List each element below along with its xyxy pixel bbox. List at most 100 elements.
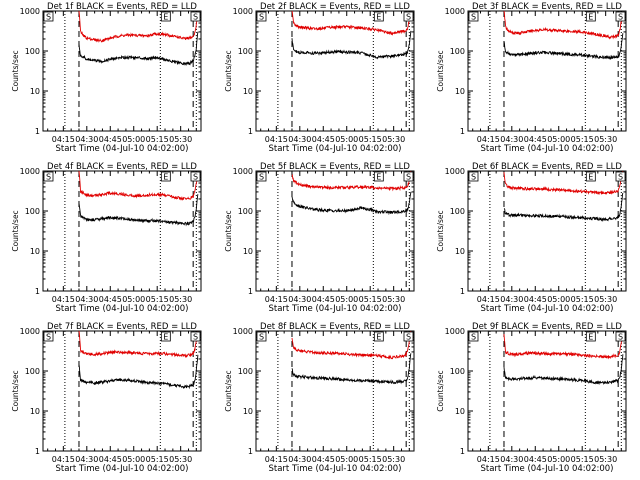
x-tick-label: 05:00 bbox=[122, 135, 145, 144]
x-tick-label: 05:30 bbox=[382, 455, 405, 464]
series-line bbox=[78, 10, 199, 43]
y-tick-label: 100 bbox=[25, 367, 40, 376]
marker-letter: S bbox=[618, 13, 623, 22]
x-tick-label: 04:15 bbox=[265, 135, 288, 144]
chart-panel: Det 7f BLACK = Events, RED = LLD 1 10 100 10… bbox=[11, 322, 202, 474]
marker-mid: E bbox=[585, 331, 596, 342]
x-tick-label: 05:30 bbox=[594, 295, 617, 304]
y-tick-label: 1 bbox=[35, 127, 40, 136]
marker-box bbox=[585, 331, 596, 342]
x-tick-label: 04:45 bbox=[524, 455, 547, 464]
chart-title: Det 6f BLACK = Events, RED = LLD bbox=[472, 162, 622, 172]
y-tick-label: 100 bbox=[238, 47, 253, 56]
y-tick-label: 100 bbox=[238, 207, 253, 216]
marker-mid: E bbox=[160, 11, 171, 22]
x-tick-label: 04:15 bbox=[265, 295, 288, 304]
x-axis-label: Start Time (04-Jul-10 04:02:00) bbox=[56, 464, 189, 474]
chart-title: Det 7f BLACK = Events, RED = LLD bbox=[47, 322, 197, 332]
marker-box bbox=[403, 11, 414, 22]
marker-letter: E bbox=[376, 333, 381, 342]
y-tick-label: 10 bbox=[243, 247, 253, 256]
marker-mid: E bbox=[373, 331, 384, 342]
x-tick-label: 04:45 bbox=[312, 455, 335, 464]
x-tick-label: 04:45 bbox=[99, 455, 122, 464]
series-line bbox=[291, 170, 412, 192]
series-line bbox=[78, 330, 199, 358]
x-tick-label: 05:30 bbox=[382, 135, 405, 144]
chart-title: Det 3f BLACK = Events, RED = LLD bbox=[472, 2, 622, 12]
series-line bbox=[78, 354, 199, 390]
x-tick-label: 04:30 bbox=[288, 135, 311, 144]
series-line bbox=[503, 10, 624, 40]
plot-frame bbox=[467, 10, 627, 132]
marker-box bbox=[373, 171, 384, 182]
x-tick-label: 05:15 bbox=[359, 455, 382, 464]
y-tick-label: 1 bbox=[35, 287, 40, 296]
marker-box bbox=[403, 331, 414, 342]
marker-left: S bbox=[468, 171, 479, 182]
marker-box bbox=[160, 171, 171, 182]
marker-letter: E bbox=[376, 173, 381, 182]
marker-right: S bbox=[615, 171, 626, 182]
x-axis-label: Start Time (04-Jul-10 04:02:00) bbox=[56, 304, 189, 314]
plot-frame bbox=[255, 170, 415, 292]
y-axis-label: Counts/sec bbox=[224, 370, 233, 411]
x-tick-label: 04:30 bbox=[500, 135, 523, 144]
x-tick-label: 05:15 bbox=[146, 455, 169, 464]
y-tick-label: 1000 bbox=[20, 167, 40, 176]
x-tick-label: 05:30 bbox=[169, 135, 192, 144]
marker-letter: S bbox=[406, 173, 411, 182]
marker-box bbox=[468, 171, 479, 182]
y-tick-label: 1 bbox=[248, 447, 253, 456]
x-tick-label: 04:30 bbox=[500, 295, 523, 304]
x-tick-label: 05:30 bbox=[169, 455, 192, 464]
marker-box bbox=[256, 331, 267, 342]
chart-panel: Det 5f BLACK = Events, RED = LLD 1 10 100 10… bbox=[224, 162, 415, 314]
marker-left: S bbox=[256, 171, 267, 182]
x-tick-label: 04:15 bbox=[477, 135, 500, 144]
chart-panel: Det 9f BLACK = Events, RED = LLD 1 10 100 10… bbox=[436, 322, 627, 474]
x-tick-label: 04:30 bbox=[500, 455, 523, 464]
marker-letter: S bbox=[471, 333, 476, 342]
marker-letter: E bbox=[376, 13, 381, 22]
x-axis-label: Start Time (04-Jul-10 04:02:00) bbox=[56, 144, 189, 154]
marker-box bbox=[190, 11, 201, 22]
series-line bbox=[78, 170, 199, 201]
marker-letter: S bbox=[406, 13, 411, 22]
series-line bbox=[291, 353, 412, 385]
y-axis-label: Counts/sec bbox=[11, 370, 20, 411]
plot-frame bbox=[467, 170, 627, 292]
marker-box bbox=[43, 331, 54, 342]
y-tick-label: 1000 bbox=[20, 327, 40, 336]
marker-letter: S bbox=[46, 13, 51, 22]
x-tick-label: 04:30 bbox=[75, 135, 98, 144]
y-tick-label: 100 bbox=[450, 207, 465, 216]
chart-panel: Det 4f BLACK = Events, RED = LLD 1 10 100 10… bbox=[11, 162, 202, 314]
x-tick-label: 05:15 bbox=[146, 135, 169, 144]
x-tick-label: 04:45 bbox=[99, 295, 122, 304]
series-line bbox=[291, 30, 412, 60]
y-axis-label: Counts/sec bbox=[436, 50, 445, 91]
x-tick-label: 05:00 bbox=[547, 295, 570, 304]
marker-letter: S bbox=[406, 333, 411, 342]
chart-panel: Det 2f BLACK = Events, RED = LLD 1 10 100 10… bbox=[224, 2, 415, 154]
x-tick-label: 05:15 bbox=[571, 295, 594, 304]
marker-letter: S bbox=[193, 333, 198, 342]
x-tick-label: 04:45 bbox=[99, 135, 122, 144]
x-axis-label: Start Time (04-Jul-10 04:02:00) bbox=[269, 304, 402, 314]
plot-frame bbox=[42, 170, 202, 292]
x-tick-label: 05:00 bbox=[335, 455, 358, 464]
marker-letter: E bbox=[163, 173, 168, 182]
x-axis-label: Start Time (04-Jul-10 04:02:00) bbox=[481, 304, 614, 314]
x-tick-label: 04:30 bbox=[75, 455, 98, 464]
chart-panel: Det 6f BLACK = Events, RED = LLD 1 10 100 10… bbox=[436, 162, 627, 314]
x-tick-label: 04:15 bbox=[52, 295, 75, 304]
marker-left: S bbox=[468, 11, 479, 22]
x-tick-label: 05:30 bbox=[594, 135, 617, 144]
marker-mid: E bbox=[160, 331, 171, 342]
y-tick-label: 10 bbox=[30, 247, 40, 256]
x-tick-label: 04:30 bbox=[288, 295, 311, 304]
y-tick-label: 1 bbox=[248, 127, 253, 136]
x-tick-label: 04:15 bbox=[265, 455, 288, 464]
y-tick-label: 100 bbox=[25, 47, 40, 56]
